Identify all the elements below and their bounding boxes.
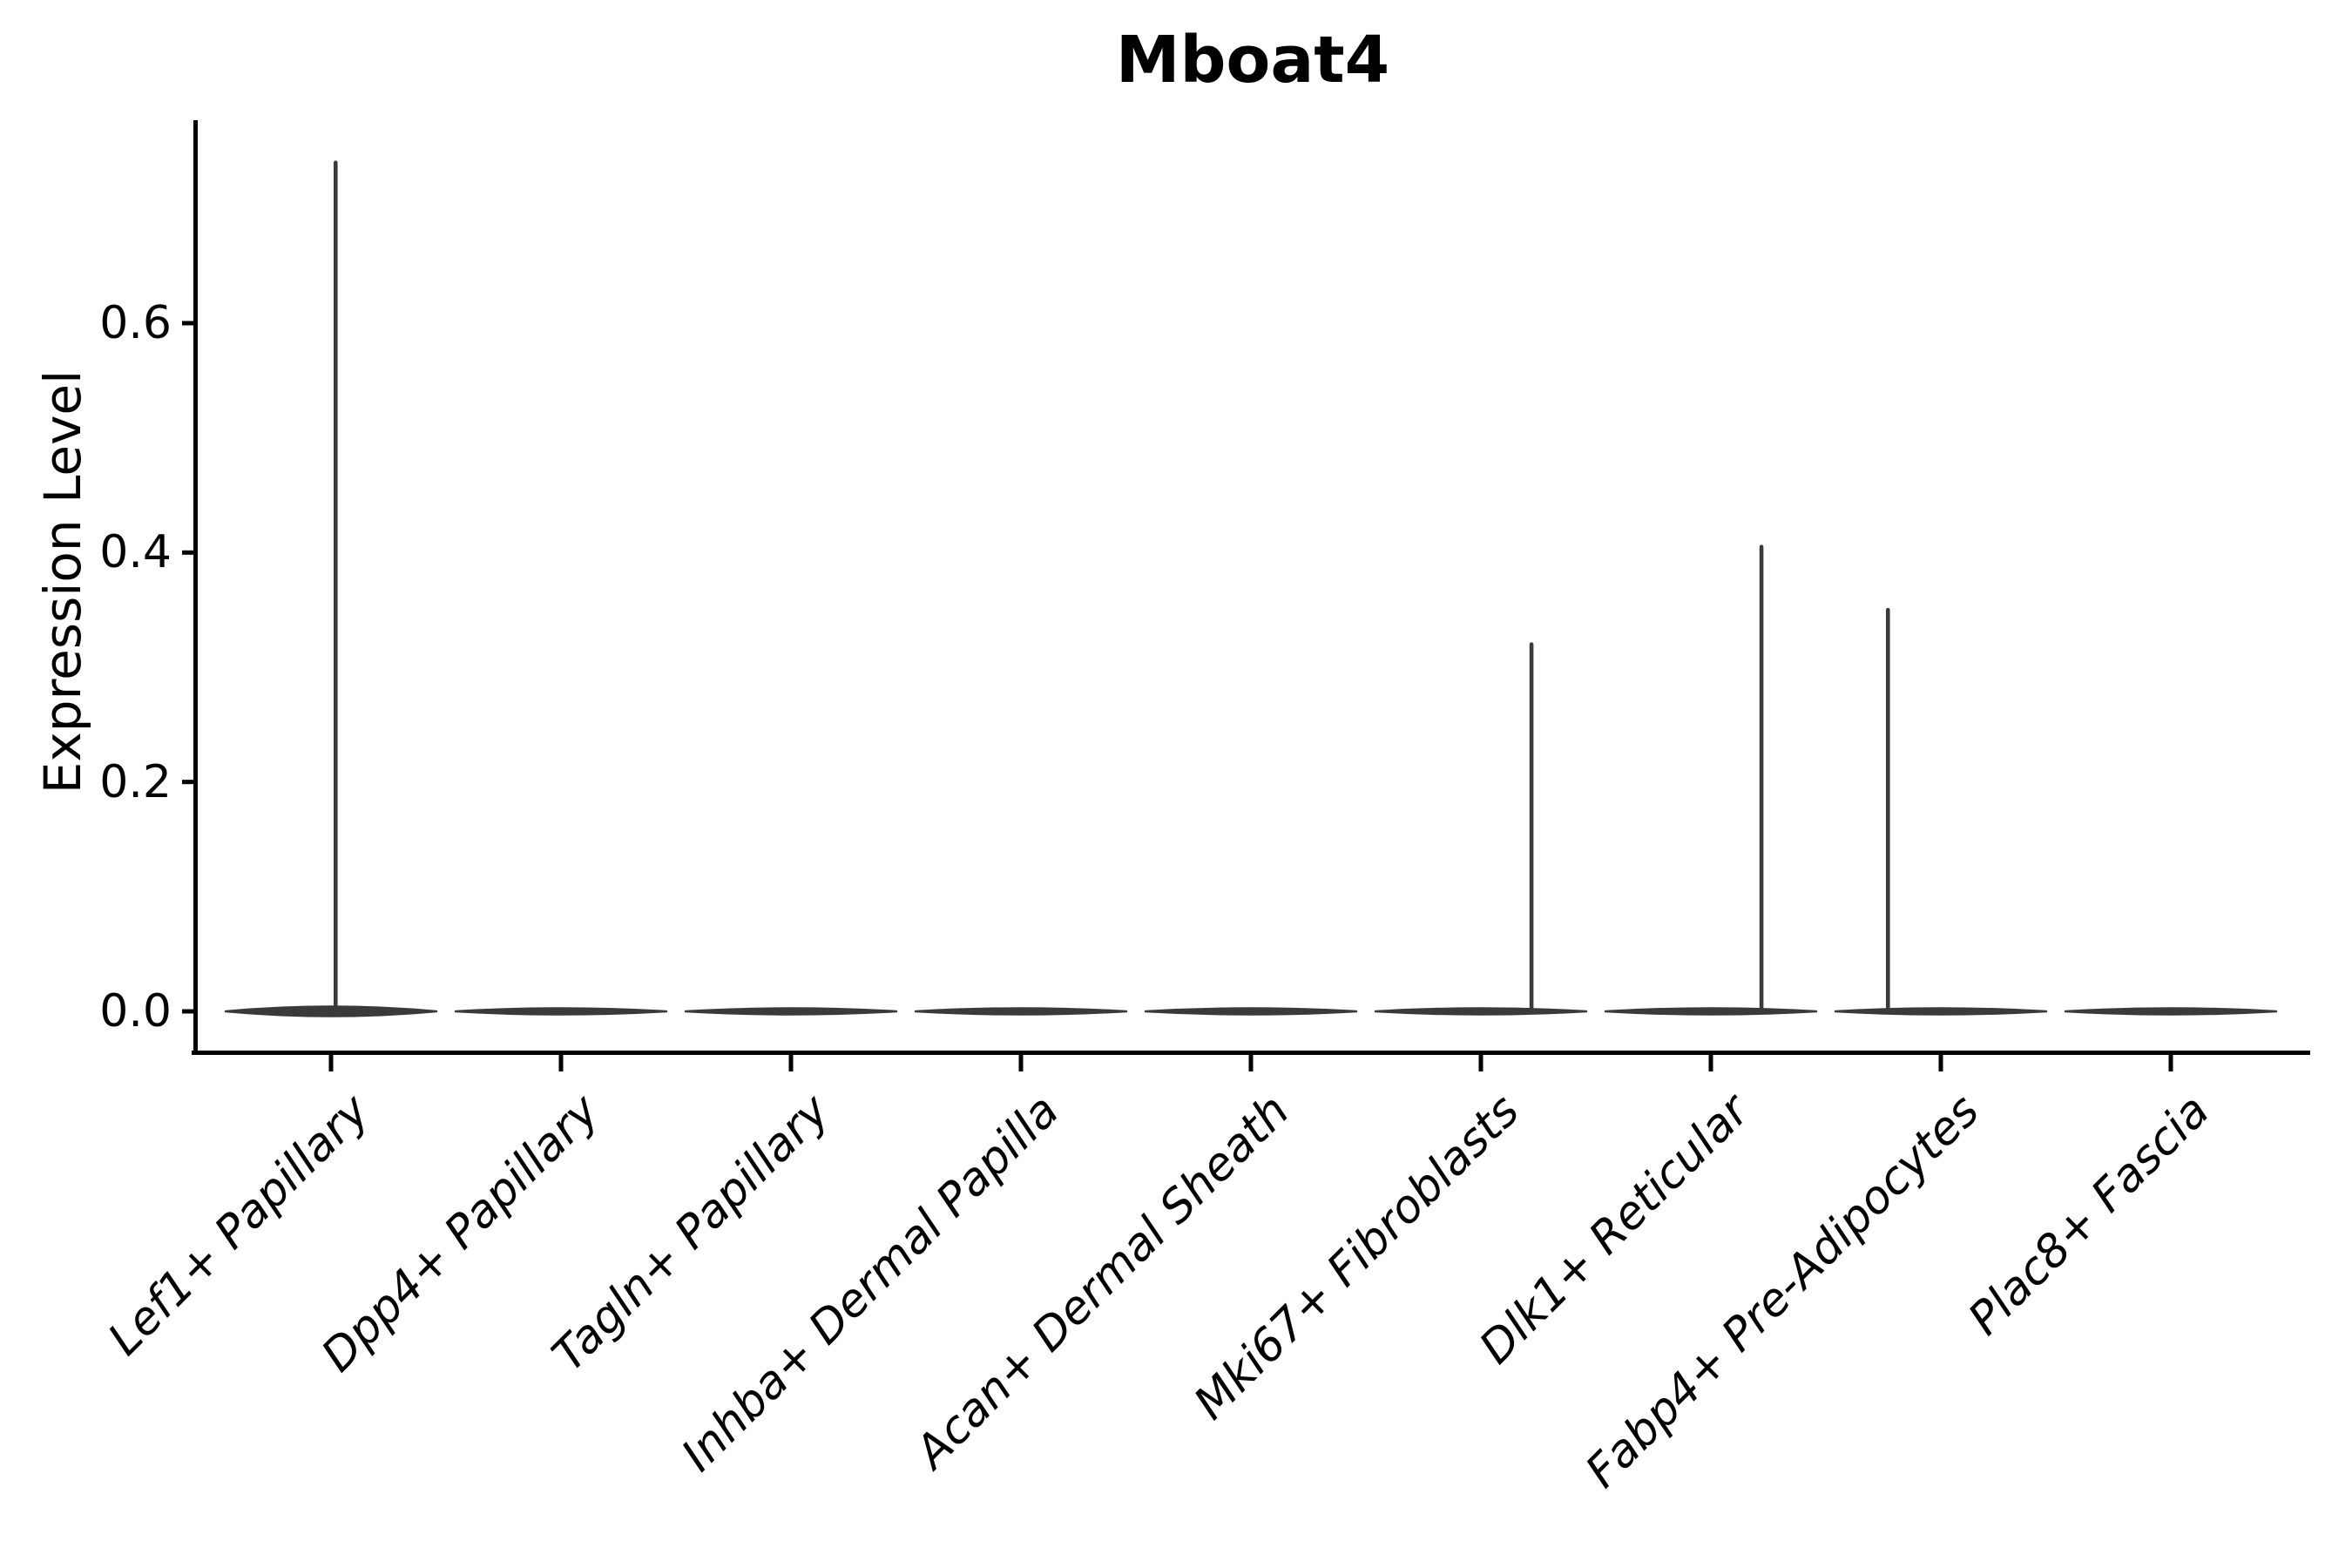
y-tick-label: 0.2 [99, 755, 172, 808]
y-tick-label: 0.6 [99, 296, 172, 349]
violin-body [1374, 1007, 1588, 1016]
chart-title: Mboat4 [1115, 23, 1390, 98]
y-tick-label: 0.4 [99, 526, 172, 579]
violin-body [684, 1007, 898, 1016]
violin-body [1144, 1007, 1358, 1016]
violin-body [1604, 1007, 1818, 1016]
violin-body [454, 1007, 668, 1016]
y-tick-label: 0.0 [99, 985, 172, 1037]
violin-body [1834, 1007, 2048, 1016]
violin-body [2064, 1007, 2278, 1016]
violin-body [914, 1007, 1128, 1016]
violin-body [224, 1005, 438, 1017]
